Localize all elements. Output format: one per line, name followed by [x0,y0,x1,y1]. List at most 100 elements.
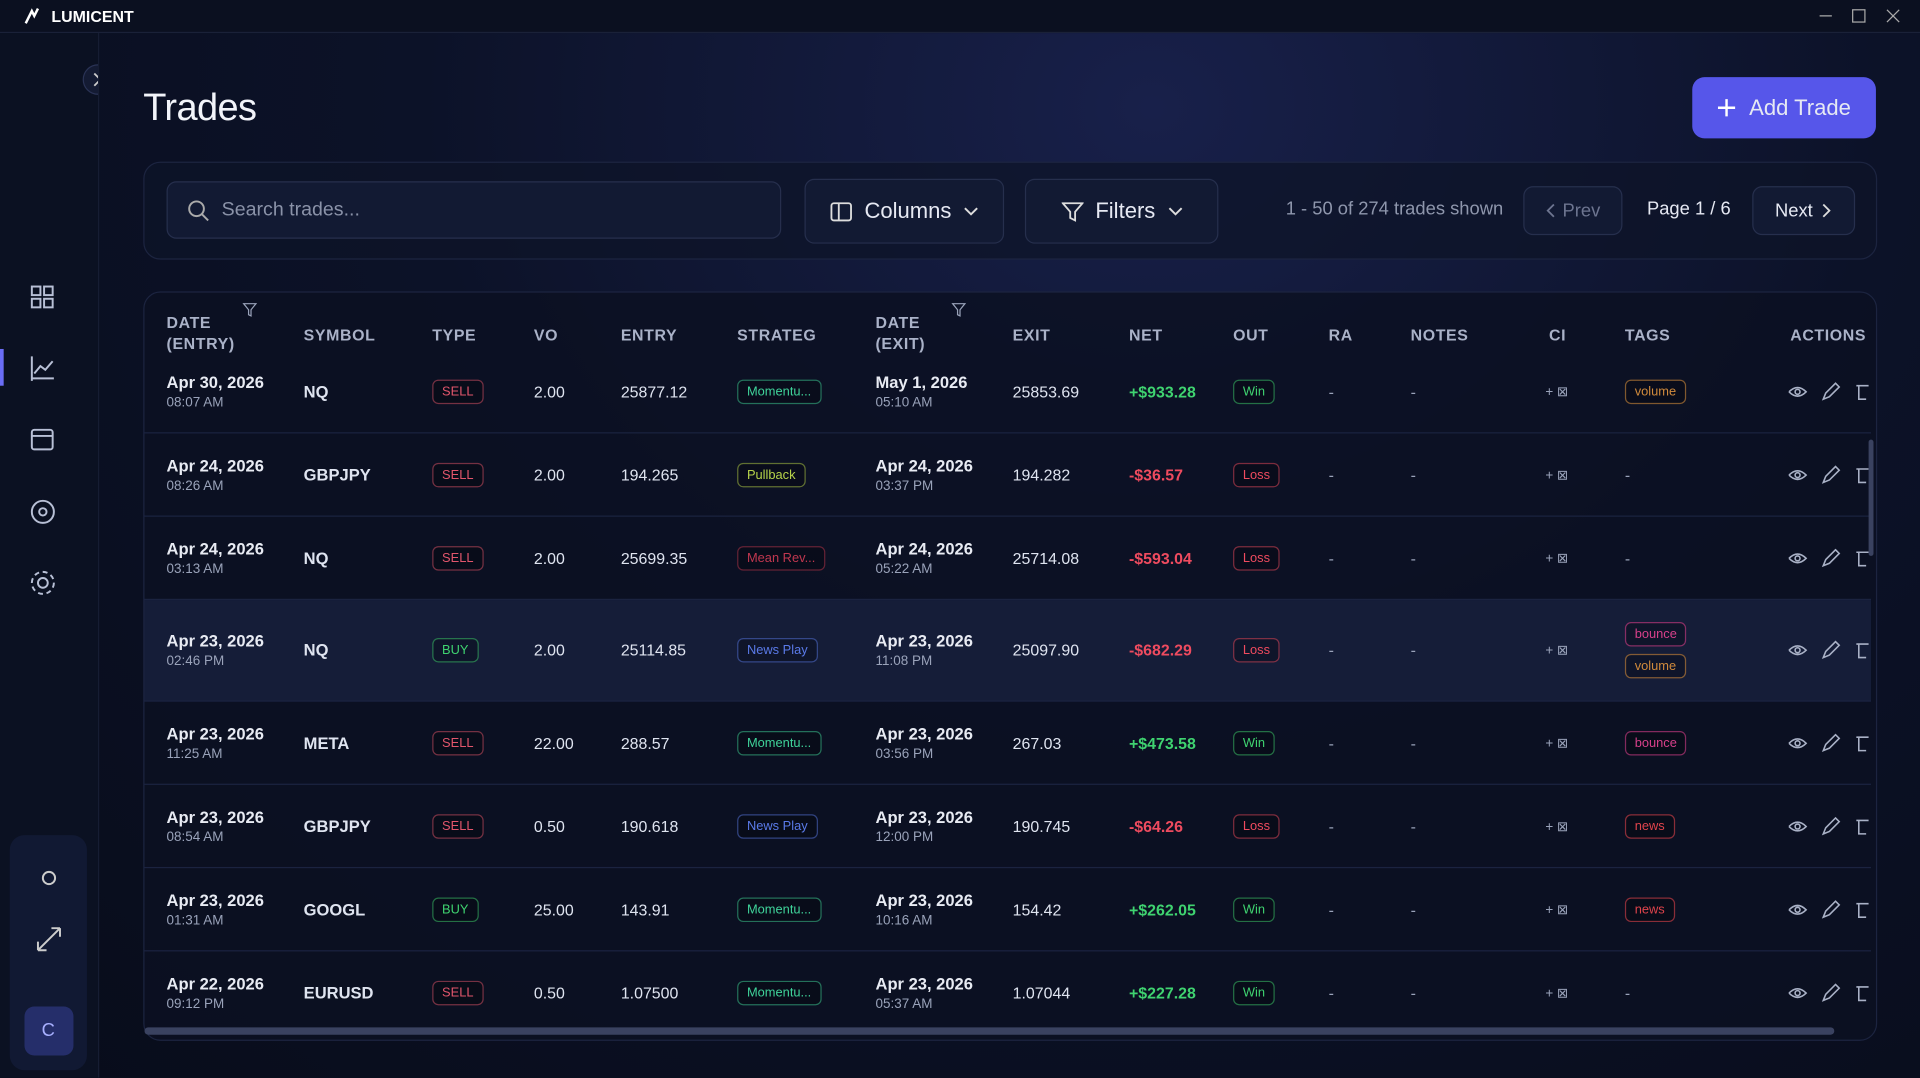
columns-button[interactable]: Columns [804,178,1005,244]
exit-date-date: May 1, 2026 [875,372,968,392]
column-header: TYPE [432,325,477,345]
search-placeholder: Search trades... [221,198,360,220]
rating: - [1328,733,1334,752]
trade-type: SELL [432,980,484,1005]
net-pnl: +$473.58 [1128,733,1196,752]
row-actions[interactable] [1788,982,1871,1003]
horizontal-scrollbar[interactable] [144,1027,1835,1035]
trade-row: Apr 23, 2026 01:31 AM GOOGL BUY 25.00 143.91 M… [144,868,1872,952]
entry-price: 1.07500 [620,983,679,1002]
net-pnl: -$593.04 [1128,548,1192,567]
entry-date-date: Apr 24, 2026 [166,456,264,475]
symbol: GOOGL [303,900,366,919]
net-pnl: -$64.26 [1128,816,1183,836]
trade-type: SELL [432,730,484,755]
prev-button[interactable]: Prev [1523,186,1623,236]
outcome: Loss [1233,545,1280,571]
entry-date-date: Apr 30, 2026 [166,372,264,392]
trade-type: SELL [432,378,484,404]
notes: - [1410,548,1416,567]
filters-button[interactable]: Filters [1024,178,1219,244]
entry-price: 25114.85 [620,641,687,660]
entry-date-date: Apr 24, 2026 [166,539,264,558]
strategy: Momentu... [737,980,822,1005]
symbol: GBPJPY [303,465,371,484]
row-actions[interactable] [1788,816,1871,836]
entry-date-date: Apr 23, 2026 [166,724,264,743]
outcome: Loss [1233,462,1280,487]
trade-row: Apr 24, 2026 03:13 AM NQ SELL 2.00 25699.35 Me… [144,517,1872,601]
table-header: DATE (ENTRY) SYMBOL TYPE VO ENTRY STRATEG DATE… [144,293,1875,363]
table-body: Apr 30, 2026 08:07 AM NQ SELL 2.00 25877.12 Mo… [144,364,1872,1025]
chart-images: + ⊠ [1545,467,1569,483]
chart-images: + ⊠ [1545,643,1569,659]
row-actions[interactable] [1788,381,1871,401]
exit-date-time: 05:37 AM [875,996,933,1011]
entry-date: Apr 23, 2026 02:46 PM [167,632,264,669]
volume: 25.00 [533,900,574,919]
window-controls[interactable] [1815,7,1913,24]
tag: volume [1624,378,1686,404]
trade-row: Apr 30, 2026 08:07 AM NQ SELL 2.00 25877.12 Mo… [144,364,1872,434]
exit-date-time: 03:56 PM [875,746,934,762]
column-filter-icon[interactable] [242,302,258,317]
nav-icons[interactable] [0,33,98,1077]
avatar[interactable]: C [41,1020,55,1041]
volume: 2.00 [533,382,565,401]
search-input[interactable]: Search trades... [166,181,782,239]
add-trade-button[interactable]: Add Trade [1692,77,1876,139]
columns-label: Columns [864,198,952,223]
entry-price: 194.265 [620,465,679,484]
column-header: EXIT [1012,325,1051,345]
strategy: Momentu... [737,378,822,404]
chart-images: + ⊠ [1545,985,1569,1001]
net-pnl: +$933.28 [1128,382,1196,401]
notes: - [1410,465,1416,484]
exit-price: 267.03 [1012,733,1062,752]
exit-price: 154.42 [1012,900,1062,919]
trade-row: Apr 23, 2026 02:46 PM NQ BUY 2.00 25114.85 New… [144,600,1872,702]
prev-label: Prev [1562,200,1601,222]
notes: - [1410,641,1416,660]
rating: - [1328,816,1334,836]
column-header: DATE (EXIT) [875,313,926,353]
column-header: STRATEG [737,325,817,345]
notes: - [1410,816,1416,836]
exit-date-date: Apr 23, 2026 [875,724,973,743]
entry-date: Apr 22, 2026 09:12 PM [167,974,264,1011]
exit-date-date: Apr 24, 2026 [875,539,973,558]
entry-price: 143.91 [620,900,670,919]
next-button[interactable]: Next [1752,186,1856,236]
row-actions[interactable] [1788,548,1871,568]
row-actions[interactable] [1788,899,1871,919]
entry-date-time: 08:26 AM [166,478,224,493]
symbol: NQ [303,641,329,660]
tag: news [1624,813,1675,839]
exit-date-date: Apr 23, 2026 [875,974,973,993]
row-actions[interactable] [1788,732,1871,753]
entry-date-date: Apr 23, 2026 [166,631,264,651]
tags: - [1625,983,1630,1001]
tags: volume [1624,378,1686,404]
exit-date-time: 12:00 PM [875,829,934,845]
trades-table: DATE (ENTRY) SYMBOL TYPE VO ENTRY STRATEG DATE… [143,291,1878,1041]
column-filter-icon[interactable] [951,302,967,317]
exit-price: 25853.69 [1012,382,1080,401]
exit-date-date: Apr 23, 2026 [875,631,973,651]
row-actions[interactable] [1788,640,1871,660]
exit-date: Apr 23, 2026 03:56 PM [876,724,973,761]
chart-images: + ⊠ [1545,902,1569,918]
row-actions[interactable] [1788,464,1871,485]
column-header: ENTRY [620,325,678,345]
exit-date-time: 11:08 PM [875,653,933,669]
exit-price: 194.282 [1012,465,1071,484]
column-header: ACTIONS [1790,325,1867,345]
volume: 2.00 [533,641,565,660]
exit-date: Apr 23, 2026 12:00 PM [876,808,973,845]
tag: bounce [1624,730,1687,755]
vertical-scrollbar[interactable] [1868,439,1874,556]
trade-type: SELL [432,462,484,487]
tag-empty: - [1624,548,1631,567]
chart-images: + ⊠ [1545,735,1569,751]
